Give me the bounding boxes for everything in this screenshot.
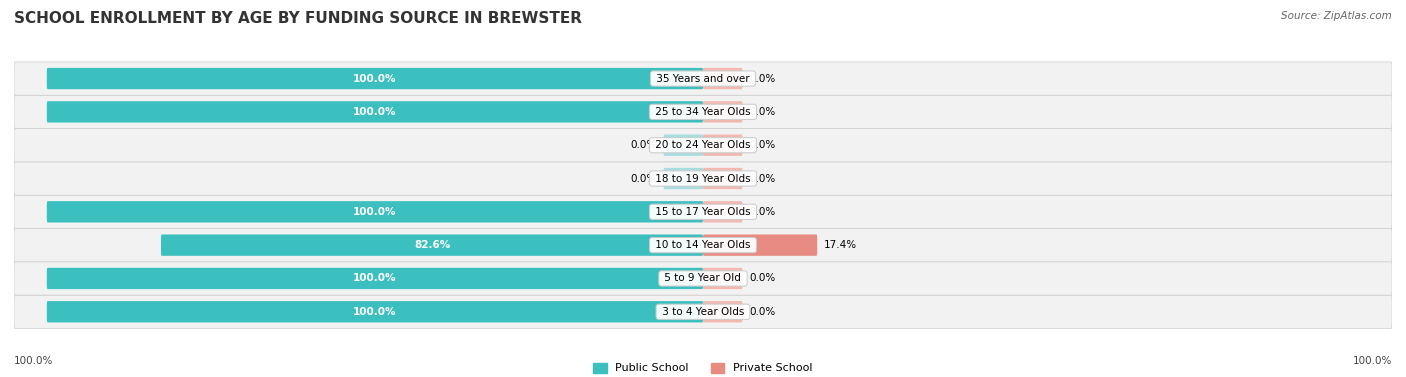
FancyBboxPatch shape	[46, 68, 703, 89]
FancyBboxPatch shape	[703, 234, 817, 256]
Text: 100.0%: 100.0%	[353, 273, 396, 284]
FancyBboxPatch shape	[14, 195, 1392, 228]
FancyBboxPatch shape	[14, 262, 1392, 295]
Text: 100.0%: 100.0%	[14, 356, 53, 366]
Text: Source: ZipAtlas.com: Source: ZipAtlas.com	[1281, 11, 1392, 21]
Text: 0.0%: 0.0%	[749, 74, 775, 84]
FancyBboxPatch shape	[703, 268, 742, 289]
FancyBboxPatch shape	[703, 68, 742, 89]
FancyBboxPatch shape	[703, 101, 742, 123]
Text: 25 to 34 Year Olds: 25 to 34 Year Olds	[652, 107, 754, 117]
Legend: Public School, Private School: Public School, Private School	[589, 358, 817, 377]
Text: 20 to 24 Year Olds: 20 to 24 Year Olds	[652, 140, 754, 150]
Text: 10 to 14 Year Olds: 10 to 14 Year Olds	[652, 240, 754, 250]
Text: 0.0%: 0.0%	[749, 107, 775, 117]
Text: 0.0%: 0.0%	[749, 140, 775, 150]
FancyBboxPatch shape	[703, 301, 742, 322]
Text: 100.0%: 100.0%	[353, 307, 396, 317]
Text: SCHOOL ENROLLMENT BY AGE BY FUNDING SOURCE IN BREWSTER: SCHOOL ENROLLMENT BY AGE BY FUNDING SOUR…	[14, 11, 582, 26]
FancyBboxPatch shape	[160, 234, 703, 256]
Text: 0.0%: 0.0%	[749, 207, 775, 217]
FancyBboxPatch shape	[703, 135, 742, 156]
FancyBboxPatch shape	[14, 162, 1392, 195]
FancyBboxPatch shape	[46, 101, 703, 123]
Text: 0.0%: 0.0%	[631, 140, 657, 150]
FancyBboxPatch shape	[703, 168, 742, 189]
Text: 82.6%: 82.6%	[413, 240, 450, 250]
Text: 35 Years and over: 35 Years and over	[652, 74, 754, 84]
FancyBboxPatch shape	[14, 295, 1392, 328]
FancyBboxPatch shape	[46, 301, 703, 322]
Text: 3 to 4 Year Olds: 3 to 4 Year Olds	[658, 307, 748, 317]
Text: 15 to 17 Year Olds: 15 to 17 Year Olds	[652, 207, 754, 217]
Text: 100.0%: 100.0%	[353, 207, 396, 217]
FancyBboxPatch shape	[664, 168, 703, 189]
Text: 0.0%: 0.0%	[749, 173, 775, 184]
Text: 0.0%: 0.0%	[749, 307, 775, 317]
FancyBboxPatch shape	[14, 228, 1392, 262]
Text: 18 to 19 Year Olds: 18 to 19 Year Olds	[652, 173, 754, 184]
Text: 100.0%: 100.0%	[1353, 356, 1392, 366]
FancyBboxPatch shape	[14, 62, 1392, 95]
FancyBboxPatch shape	[14, 95, 1392, 129]
FancyBboxPatch shape	[46, 268, 703, 289]
FancyBboxPatch shape	[703, 201, 742, 222]
Text: 0.0%: 0.0%	[749, 273, 775, 284]
FancyBboxPatch shape	[46, 201, 703, 222]
Text: 0.0%: 0.0%	[631, 173, 657, 184]
Text: 17.4%: 17.4%	[824, 240, 856, 250]
Text: 100.0%: 100.0%	[353, 107, 396, 117]
Text: 100.0%: 100.0%	[353, 74, 396, 84]
FancyBboxPatch shape	[664, 135, 703, 156]
Text: 5 to 9 Year Old: 5 to 9 Year Old	[661, 273, 745, 284]
FancyBboxPatch shape	[14, 129, 1392, 162]
